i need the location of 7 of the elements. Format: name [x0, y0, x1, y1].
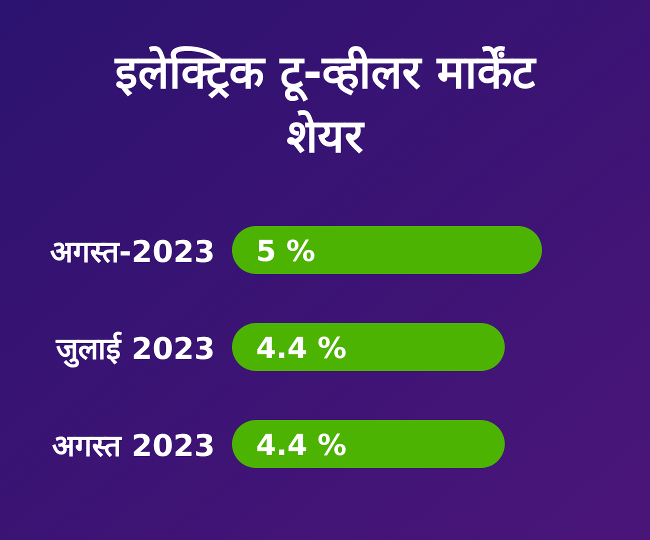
data-label: 4.4 % [256, 331, 347, 365]
y-tick-label: अगस्त 2023 [52, 429, 215, 464]
chart-title: इलेक्ट्रिक टू-व्हीलर मार्केंट शेयर [113, 44, 538, 165]
y-tick-label: जुलाई 2023 [55, 331, 215, 368]
data-label: 5 % [256, 234, 316, 268]
y-tick-label: अगस्त-2023 [50, 235, 215, 270]
data-label: 4.4 % [256, 428, 347, 462]
